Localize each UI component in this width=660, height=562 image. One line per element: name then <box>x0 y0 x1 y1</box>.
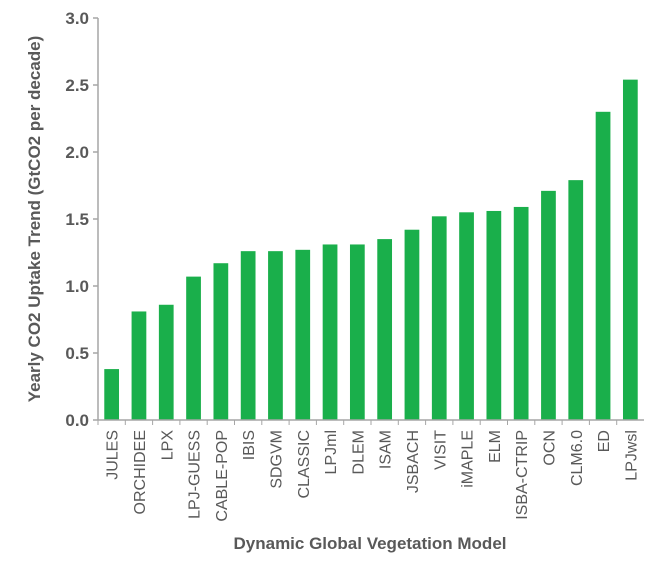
y-tick-label: 0.5 <box>65 344 89 363</box>
bar-ed <box>595 111 611 421</box>
y-tick-label: 3.0 <box>65 9 89 28</box>
y-tick-label: 1.5 <box>65 210 89 229</box>
x-tick-label: ED <box>596 430 613 452</box>
bar-clm6.0 <box>568 180 584 420</box>
y-tick-label: 1.0 <box>65 277 89 296</box>
bar-elm <box>486 210 502 420</box>
bar-jsbach <box>404 229 420 420</box>
bar-ibis <box>240 251 256 420</box>
x-tick-label: ORCHIDEE <box>132 430 149 514</box>
x-axis-title: Dynamic Global Vegetation Model <box>234 534 507 553</box>
x-tick-label: ELM <box>487 430 504 463</box>
x-tick-label: CLM6.0 <box>569 430 586 486</box>
bar-visit <box>431 216 447 420</box>
y-tick-label: 0.0 <box>65 411 89 430</box>
x-tick-label: iMAPLE <box>460 430 477 488</box>
bar-lpjwsl <box>622 79 638 420</box>
bar-ocn <box>541 190 556 420</box>
x-tick-label: CLASSIC <box>296 430 313 498</box>
x-tick-label: LPJwsl <box>623 430 640 481</box>
bar-imaple <box>459 212 474 420</box>
x-tick-label: LPJ-GUESS <box>187 430 204 519</box>
bar-classic <box>295 249 311 420</box>
bar-orchidee <box>131 311 147 420</box>
bar-sdgvm <box>268 251 283 420</box>
x-tick-label: ISBA-CTRIP <box>514 430 531 520</box>
x-tick-label: ISAM <box>378 430 395 469</box>
x-tick-label: OCN <box>541 430 558 466</box>
x-tick-label: JSBACH <box>405 430 422 493</box>
bar-isam <box>377 239 393 420</box>
y-axis-title: Yearly CO2 Uptake Trend (GtCO2 per decad… <box>25 36 44 403</box>
bar-isba-ctrip <box>513 206 529 420</box>
y-tick-label: 2.0 <box>65 143 89 162</box>
x-tick-label: CABLE-POP <box>214 430 231 522</box>
x-tick-label: DLEM <box>350 430 367 474</box>
bar-lpj-guess <box>186 276 201 420</box>
x-tick-label: LPX <box>159 430 176 461</box>
bar-jules <box>104 369 120 420</box>
bar-cable-pop <box>213 263 229 420</box>
bar-lpjml <box>322 244 338 420</box>
bar-lpx <box>158 304 174 420</box>
y-axis-ticks: 0.0 0.5 1.0 1.5 2.0 2.5 3.0 <box>65 9 98 430</box>
bar-dlem <box>349 244 365 420</box>
x-tick-label: VISIT <box>432 430 449 470</box>
x-tick-label: SDGVM <box>268 430 285 489</box>
bars <box>104 79 638 421</box>
x-axis-tick-labels: JULES ORCHIDEE LPX LPJ-GUESS CABLE-POP IBIS SD… <box>97 420 640 522</box>
x-tick-label: LPJml <box>323 430 340 474</box>
x-tick-label: JULES <box>105 430 122 480</box>
x-tick-label: IBIS <box>241 430 258 460</box>
y-tick-label: 2.5 <box>65 76 89 95</box>
